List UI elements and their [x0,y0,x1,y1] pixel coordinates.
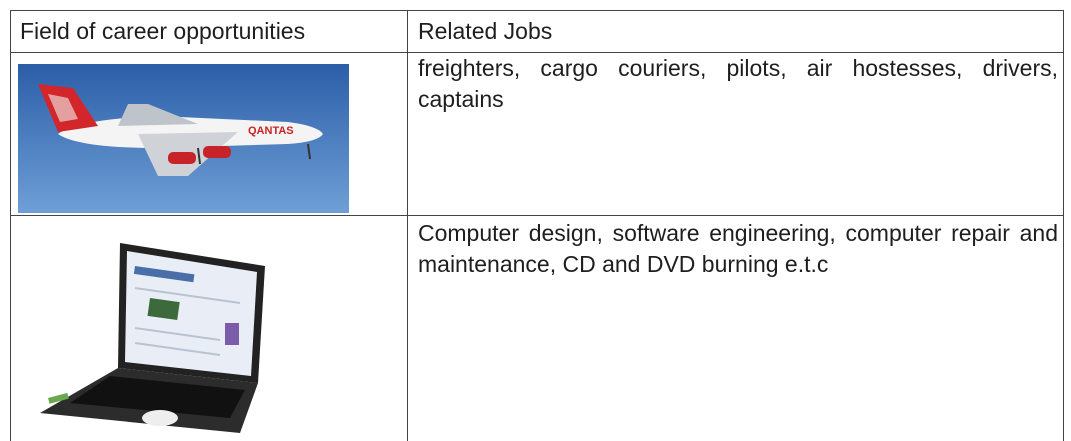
table-border [10,52,1064,53]
header-cell: Field of career opportunities [20,18,306,44]
airplane-image: QANTAS [18,64,349,213]
jobs-text: Computer design, software engineering, c… [418,220,1058,277]
logo-text: QANTAS [248,125,294,137]
jobs-text: freighters, cargo couriers, pilots, air … [418,55,1058,112]
table-border [10,10,11,441]
table-border [1063,10,1064,441]
header-cell: Related Jobs [418,18,553,44]
laptop-image [40,243,265,433]
table-border [10,215,1064,216]
table-border [10,10,1064,11]
table-border [407,10,408,441]
